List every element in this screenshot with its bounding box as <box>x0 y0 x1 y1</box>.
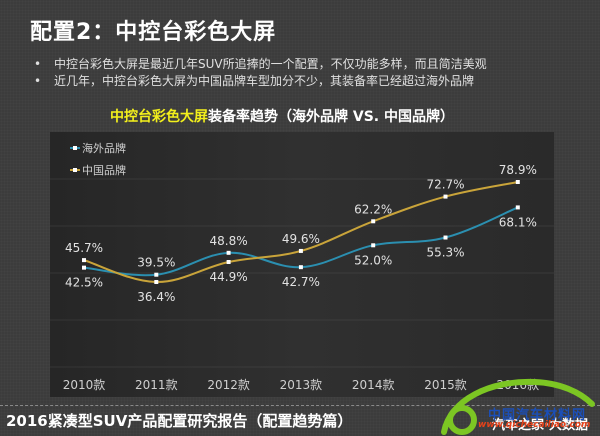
data-value-label: 78.9% <box>499 163 537 177</box>
gridlines <box>50 178 554 368</box>
data-points <box>82 180 520 284</box>
legend-label: 海外品牌 <box>82 142 126 155</box>
chart-title-rest: 装备率趋势（海外品牌 VS. 中国品牌） <box>208 109 454 125</box>
data-value-label: 68.1% <box>499 215 537 229</box>
report-footer: 2016紧凑型SUV产品配置研究报告（配置趋势篇） <box>6 412 353 430</box>
chart-title-highlight: 中控台彩色大屏 <box>110 109 208 125</box>
bullet-list: • 中控台彩色大屏是最近几年SUV所追捧的一个配置，不仅功能多样，而且简洁美观 •… <box>34 56 487 90</box>
chart-title: 中控台彩色大屏装备率趋势（海外品牌 VS. 中国品牌） <box>110 106 454 126</box>
data-point-marker <box>371 243 376 248</box>
watermark-car-logo-icon <box>441 378 595 435</box>
footer-divider <box>0 405 600 406</box>
data-point-marker <box>226 250 231 255</box>
footer-source: 汽车之家·大数据 <box>492 418 588 433</box>
data-point-marker <box>82 258 86 263</box>
x-axis-label: 2014款 <box>351 378 395 392</box>
x-axis-label: 2011款 <box>135 378 178 392</box>
data-value-label: 42.5% <box>65 276 103 290</box>
legend-marker-icon <box>70 168 80 172</box>
x-axis-label: 2015款 <box>424 378 467 392</box>
watermark-url: www.qichecailiao.com <box>478 420 591 430</box>
data-value-label: 39.5% <box>137 256 175 270</box>
bullet-item: • 近几年，中控台彩色大屏为中国品牌车型加分不少，其装备率已经超过海外品牌 <box>34 73 487 90</box>
data-point-marker <box>298 265 303 270</box>
x-axis-labels: 2010款 2011款 2012款 2013款 2014款 2015款 2016款 <box>50 376 554 394</box>
data-value-label: 72.7% <box>426 178 464 192</box>
legend-label: 中国品牌 <box>82 164 126 177</box>
x-axis-label: 2010款 <box>62 378 106 392</box>
data-value-label: 45.7% <box>65 241 103 255</box>
data-point-marker <box>82 265 86 270</box>
x-axis-label: 2013款 <box>279 378 323 392</box>
data-value-label: 55.3% <box>426 246 464 260</box>
bullet-text: 近几年，中控台彩色大屏为中国品牌车型加分不少，其装备率已经超过海外品牌 <box>54 74 475 88</box>
data-point-marker <box>298 248 303 253</box>
data-point-marker <box>154 280 159 284</box>
data-point-marker <box>443 194 448 199</box>
data-point-marker <box>515 180 520 184</box>
bullet-dot: • <box>34 74 42 88</box>
bullet-dot: • <box>34 57 42 71</box>
data-value-label: 52.0% <box>354 253 392 267</box>
data-point-marker <box>515 205 520 210</box>
legend-marker-icon <box>70 146 80 150</box>
bullet-text: 中控台彩色大屏是最近几年SUV所追捧的一个配置，不仅功能多样，而且简洁美观 <box>54 57 487 71</box>
chart-legend: 海外品牌 中国品牌 <box>70 137 126 181</box>
data-labels: 42.5% 39.5% 48.8% 42.7% 52.0% 55.3% 68.1% 45.7%… <box>65 163 537 304</box>
data-value-label: 62.2% <box>354 202 392 216</box>
legend-item-overseas: 海外品牌 <box>70 137 126 159</box>
x-axis-label: 2012款 <box>207 378 250 392</box>
legend-item-china: 中国品牌 <box>70 159 126 181</box>
data-point-marker <box>371 219 376 224</box>
chart-panel <box>50 132 554 397</box>
data-value-label: 44.9% <box>210 270 248 284</box>
watermark-title: 中国汽车材料网 <box>488 408 587 423</box>
data-point-marker <box>226 260 231 264</box>
data-value-label: 49.6% <box>282 232 320 246</box>
slide-title: 配置2：中控台彩色大屏 <box>30 20 277 45</box>
data-value-label: 48.8% <box>210 234 248 248</box>
data-point-marker <box>154 272 159 277</box>
data-point-marker <box>443 235 448 240</box>
data-value-label: 36.4% <box>137 290 175 304</box>
bullet-item: • 中控台彩色大屏是最近几年SUV所追捧的一个配置，不仅功能多样，而且简洁美观 <box>34 56 487 73</box>
data-value-label: 42.7% <box>282 275 320 289</box>
